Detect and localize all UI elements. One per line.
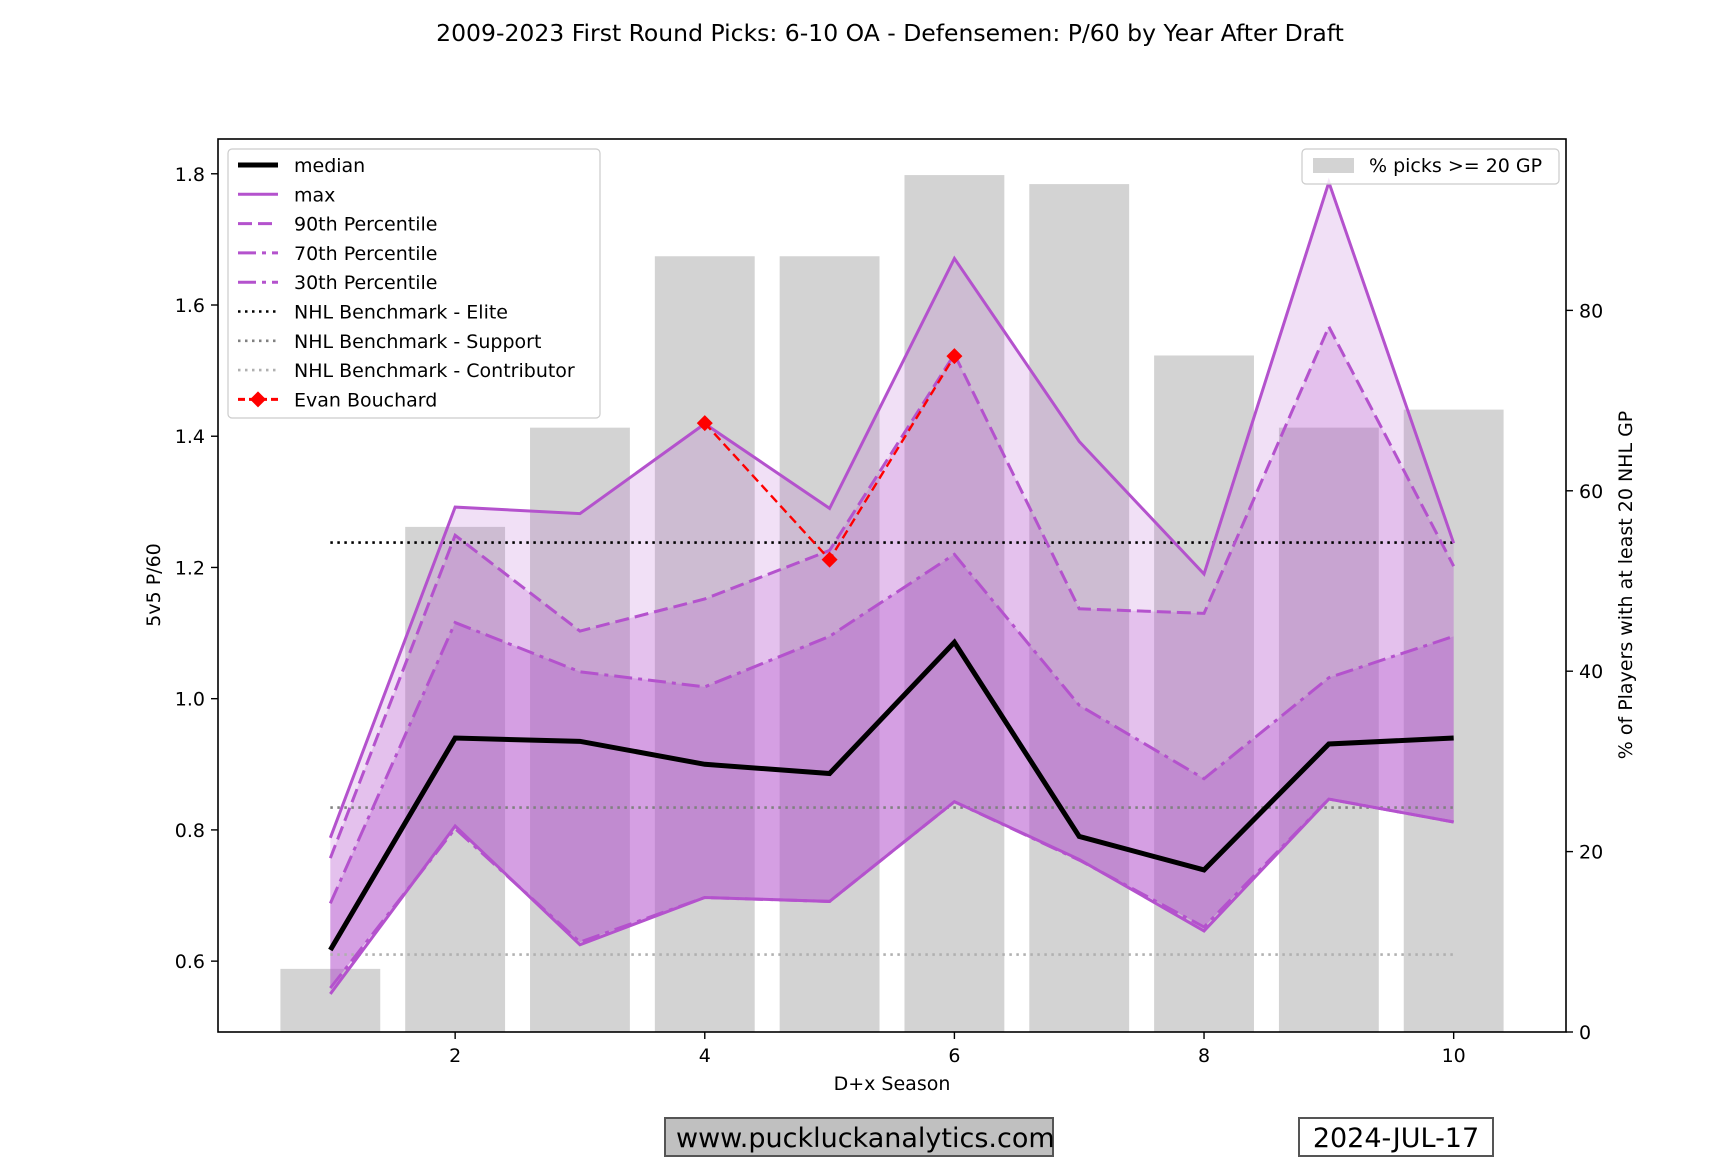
- player-point-4: [696, 415, 713, 432]
- y-right-tick-label-40: 40: [1579, 661, 1603, 683]
- y-tick-label-1.4: 1.4: [175, 426, 205, 448]
- y-tick-label-1.6: 1.6: [175, 295, 205, 317]
- bar-season-6: [904, 175, 1005, 1032]
- player-point-6: [946, 348, 963, 365]
- bar-season-9: [1278, 427, 1379, 1032]
- legend-label-1: max: [294, 184, 335, 206]
- benchmarks-layer: [330, 541, 1454, 956]
- x-axis-label: D+x Season: [834, 1073, 951, 1095]
- x-tick-label-2: 2: [449, 1045, 461, 1067]
- legend-label-0: median: [294, 155, 365, 177]
- legend-label-7: NHL Benchmark - Contributor: [294, 360, 575, 382]
- bar-season-2: [405, 526, 506, 1032]
- x-tick-label-6: 6: [948, 1045, 960, 1067]
- x-tick-label-4: 4: [699, 1045, 711, 1067]
- y-axis-label: 5v5 P/60: [143, 543, 165, 627]
- fills-layer: [330, 182, 1454, 994]
- player-layer: [696, 348, 963, 568]
- bar-season-4: [654, 256, 755, 1032]
- series-line-90th-percentile: [328, 323, 1455, 859]
- legend-marker-player: [250, 391, 266, 408]
- series-line-max: [328, 177, 1456, 839]
- legend-label-6: NHL Benchmark - Support: [294, 331, 541, 353]
- y-right-tick-label-60: 60: [1579, 481, 1603, 503]
- series-line-median: [328, 638, 1454, 952]
- legend-bars-box: [1301, 148, 1560, 185]
- legend-bars-swatch: [1313, 158, 1354, 173]
- x-tick-label-8: 8: [1198, 1045, 1210, 1067]
- series-line-min: [329, 797, 1454, 995]
- player-point-5: [821, 551, 838, 568]
- y-tick-label-1.0: 1.0: [175, 689, 205, 711]
- series-line-70th-percentile: [328, 552, 1455, 905]
- y-tick-label-1.2: 1.2: [175, 557, 205, 579]
- fill-band-range: [330, 182, 1454, 994]
- legend-label-8: Evan Bouchard: [294, 389, 437, 411]
- axes-layer: 2 4 6 8 10 0.6 0.8 1.0 1.2 1.4 1.6 1.8 0 20 40 60 80: [175, 164, 1603, 1067]
- chart-title: 2009-2023 First Round Picks: 6-10 OA - D…: [436, 19, 1344, 47]
- y-tick-label-0.8: 0.8: [175, 820, 205, 842]
- y-right-tick-label-20: 20: [1579, 842, 1603, 864]
- legend-label-5: NHL Benchmark - Elite: [294, 302, 508, 324]
- plot-frame: [217, 138, 1567, 1033]
- x-tick-label-10: 10: [1442, 1045, 1466, 1067]
- legend-bars-label: % picks >= 20 GP: [1369, 155, 1542, 177]
- bar-season-10: [1403, 409, 1504, 1032]
- website-label: www.puckluckanalytics.com: [664, 1117, 1055, 1157]
- legend-main: median max 90th Percentile 70th Percentile 3…: [227, 148, 601, 419]
- fill-band-90-30: [330, 326, 1454, 989]
- legend-box: [227, 148, 601, 419]
- bar-season-1: [280, 968, 381, 1032]
- legend-label-2: 90th Percentile: [294, 214, 437, 236]
- lines-layer: [328, 177, 1456, 995]
- y-right-tick-label-80: 80: [1579, 300, 1603, 322]
- y-tick-label-0.6: 0.6: [175, 951, 205, 973]
- date-label: 2024-JUL-17: [1298, 1117, 1494, 1157]
- legend-bars: % picks >= 20 GP: [1301, 148, 1560, 185]
- y-right-axis-label: % of Players with at least 20 NHL GP: [1615, 411, 1637, 760]
- legend-label-4: 30th Percentile: [294, 272, 437, 294]
- y-tick-label-1.8: 1.8: [175, 164, 205, 186]
- fill-band-70-30: [330, 554, 1454, 989]
- legend-label-3: 70th Percentile: [294, 243, 437, 265]
- y-right-tick-label-0: 0: [1579, 1022, 1591, 1044]
